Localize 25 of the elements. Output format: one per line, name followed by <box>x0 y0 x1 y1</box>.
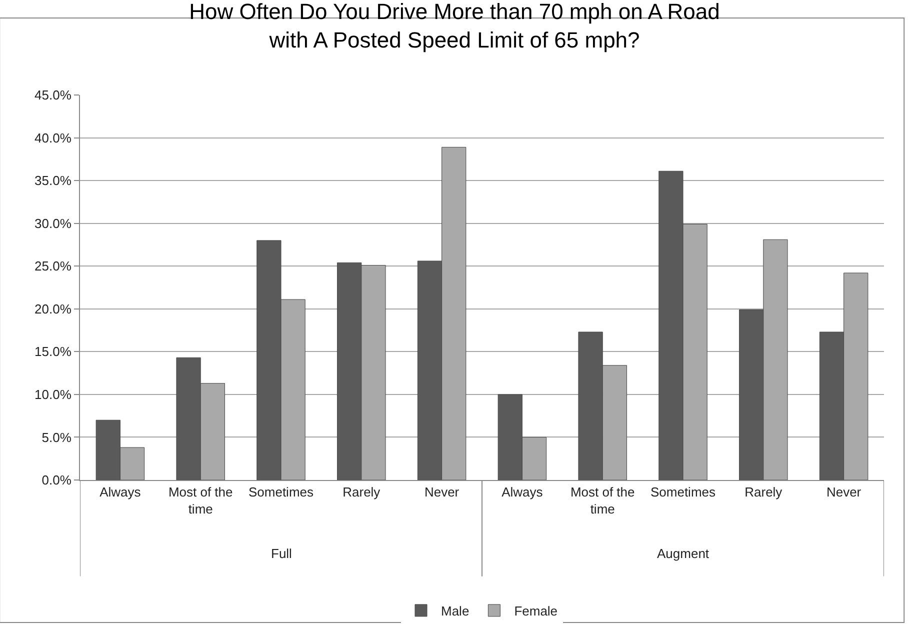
x-tick-label: Rarely <box>342 484 381 500</box>
x-tick-label: Most of the time <box>168 484 233 516</box>
x-tick-label: Always <box>502 484 544 500</box>
x-tick-label: Most of the time <box>570 484 635 516</box>
text: Augment <box>657 546 710 561</box>
y-tick-label: 20.0% <box>34 301 72 316</box>
y-tick-label: 40.0% <box>34 130 72 146</box>
x-tick-label: Always <box>100 484 142 500</box>
x-tick-label: Rarely <box>744 484 783 500</box>
text: Full <box>271 546 292 561</box>
x-tick-label: Never <box>826 484 862 500</box>
x-tick-label: Sometimes <box>650 484 716 500</box>
x-tick-label: Never <box>424 484 460 500</box>
chart-title: How Often Do You Drive More than 70 mph on A Road with A Posted Speed Limit of 65 mph? <box>189 0 720 53</box>
y-tick-label: 30.0% <box>34 216 72 231</box>
legend-label: Female <box>514 604 558 619</box>
y-tick-label: 35.0% <box>34 173 72 188</box>
y-tick-label: 45.0% <box>34 88 72 103</box>
y-tick-label: 10.0% <box>34 386 72 402</box>
y-tick-label: 0.0% <box>42 472 72 488</box>
legend-label: Male <box>441 604 470 619</box>
y-tick-label: 5.0% <box>42 430 72 445</box>
y-tick-label: 15.0% <box>34 344 72 360</box>
x-tick-label: Sometimes <box>248 484 314 500</box>
y-tick-label: 25.0% <box>34 258 72 274</box>
